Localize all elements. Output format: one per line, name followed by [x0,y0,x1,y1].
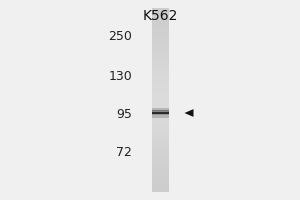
Bar [152,115,169,118]
Bar [152,110,169,112]
Text: 72: 72 [116,146,132,158]
Bar [152,108,169,111]
Text: 95: 95 [116,108,132,120]
Bar [152,112,169,114]
Text: 250: 250 [108,29,132,43]
Bar [152,112,169,114]
Text: 130: 130 [108,70,132,82]
Bar [152,112,169,115]
Text: K562: K562 [143,9,178,23]
Polygon shape [184,109,194,117]
